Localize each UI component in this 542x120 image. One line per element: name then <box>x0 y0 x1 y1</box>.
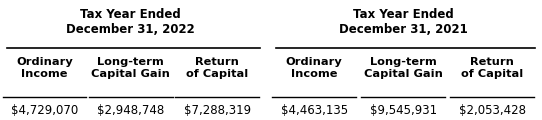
Text: $2,948,748: $2,948,748 <box>97 105 164 117</box>
Text: Return
of Capital: Return of Capital <box>186 57 248 79</box>
Text: $2,053,428: $2,053,428 <box>459 105 526 117</box>
Text: Ordinary
Income: Ordinary Income <box>16 57 73 79</box>
Text: Long-term
Capital Gain: Long-term Capital Gain <box>92 57 170 79</box>
Text: Tax Year Ended
December 31, 2021: Tax Year Ended December 31, 2021 <box>339 8 468 36</box>
Text: $4,463,135: $4,463,135 <box>281 105 348 117</box>
Text: Return
of Capital: Return of Capital <box>461 57 523 79</box>
Text: Long-term
Capital Gain: Long-term Capital Gain <box>364 57 443 79</box>
Text: Ordinary
Income: Ordinary Income <box>286 57 343 79</box>
Text: $7,288,319: $7,288,319 <box>184 105 250 117</box>
Text: Tax Year Ended
December 31, 2022: Tax Year Ended December 31, 2022 <box>67 8 195 36</box>
Text: $9,545,931: $9,545,931 <box>370 105 437 117</box>
Text: $4,729,070: $4,729,070 <box>11 105 78 117</box>
